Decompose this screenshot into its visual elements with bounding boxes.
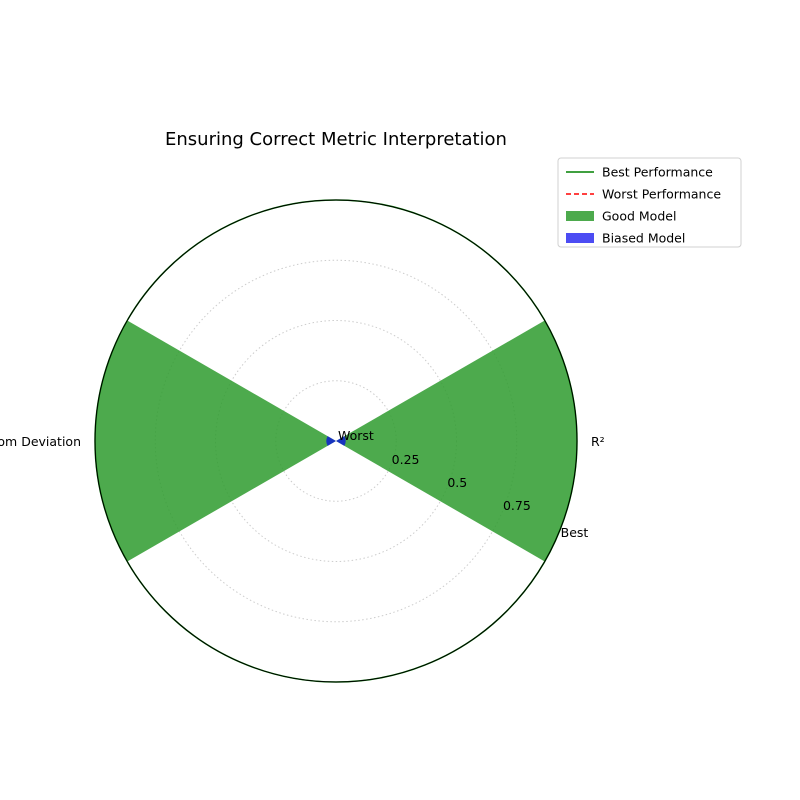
bar-biased-model — [326, 436, 336, 446]
radial-tick-label: Best — [561, 525, 589, 540]
chart-title: Ensuring Correct Metric Interpretation — [165, 129, 507, 150]
bar-good-model — [95, 320, 337, 562]
legend-label-worst-performance: Worst Performance — [602, 187, 721, 202]
radial-tick-label: Worst — [338, 428, 374, 443]
legend-swatch-biased-model — [566, 233, 594, 243]
legend-label-biased-model: Biased Model — [602, 231, 685, 246]
radial-tick-label: 0.5 — [447, 475, 467, 490]
legend-label-good-model: Good Model — [602, 209, 676, 224]
bar-good-model — [336, 320, 577, 562]
legend: Best Performance Worst Performance Good Mo… — [557, 157, 742, 248]
radial-tick-label: 0.25 — [392, 452, 420, 467]
polar-frame — [94, 199, 578, 683]
radial-tick-label: 0.75 — [503, 498, 531, 513]
polar-plot-area: R² Custom Deviation Worst 0.25 0.5 0.75 Best — [0, 199, 605, 683]
bar-biased-model — [336, 436, 346, 446]
category-label: R² — [591, 434, 605, 449]
legend-swatch-good-model — [566, 211, 594, 221]
category-label: Custom Deviation — [0, 434, 81, 449]
legend-box — [557, 157, 742, 248]
legend-label-best-performance: Best Performance — [602, 165, 713, 180]
